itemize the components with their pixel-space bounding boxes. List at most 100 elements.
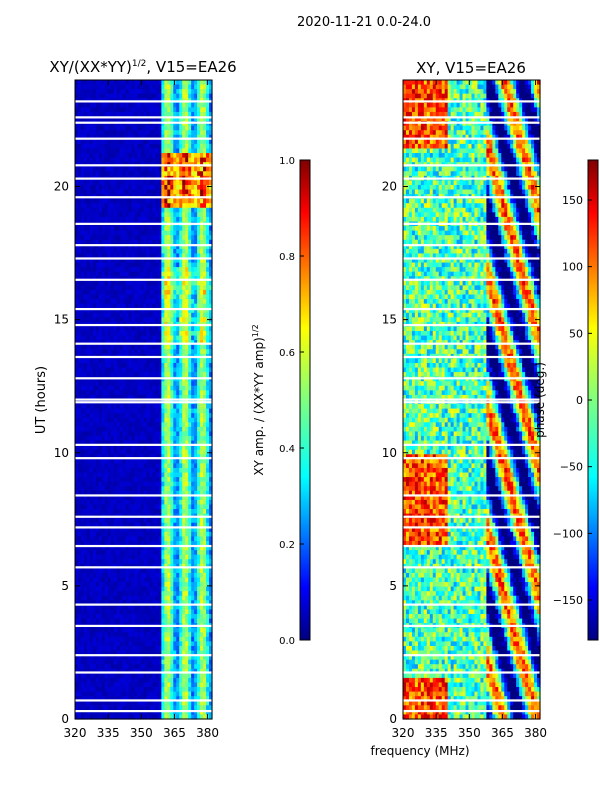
amplitude-heatmap-cell	[77, 102, 82, 108]
amplitude-heatmap-cell	[182, 253, 186, 259]
amplitude-heatmap-cell	[80, 102, 85, 108]
amplitude-heatmap-cell	[182, 80, 186, 86]
amplitude-heatmap-cell	[119, 248, 124, 255]
amplitude-heatmap-cell	[146, 203, 151, 209]
amplitude-heatmap-cell	[155, 280, 159, 286]
amplitude-heatmap-cell	[146, 166, 151, 172]
amplitude-heatmap-cell	[140, 84, 145, 90]
amplitude-heatmap-cell	[179, 125, 183, 131]
amplitude-heatmap-cell	[176, 230, 180, 236]
amplitude-heatmap-cell	[98, 239, 103, 245]
amplitude-heatmap-cell	[95, 130, 100, 136]
amplitude-heatmap-cell	[194, 130, 198, 136]
amplitude-heatmap-cell	[152, 271, 157, 277]
amplitude-heatmap-cell	[83, 80, 88, 86]
amplitude-heatmap-cell	[200, 267, 204, 273]
amplitude-heatmap-cell	[131, 80, 136, 86]
amplitude-heatmap-cell	[167, 93, 171, 99]
amplitude-heatmap-cell	[194, 153, 198, 159]
amplitude-heatmap-cell	[194, 198, 198, 204]
amplitude-heatmap-cell	[92, 244, 97, 250]
amplitude-heatmap-cell	[164, 84, 168, 90]
amplitude-heatmap-cell	[92, 203, 97, 209]
amplitude-heatmap-cell	[164, 203, 168, 209]
amplitude-heatmap-cell	[155, 139, 159, 145]
amplitude-heatmap-cell	[137, 267, 142, 273]
amplitude-heatmap-cell	[80, 207, 85, 213]
amplitude-heatmap-cell	[155, 189, 159, 195]
amplitude-heatmap-cell	[176, 157, 180, 163]
amplitude-heatmap-cell	[191, 130, 195, 136]
amplitude-heatmap-cell	[179, 271, 183, 277]
amplitude-heatmap-cell	[143, 198, 148, 204]
amplitude-heatmap-cell	[75, 198, 79, 204]
amplitude-heatmap-cell	[110, 180, 115, 186]
amplitude-heatmap-cell	[140, 89, 145, 95]
amplitude-heatmap-cell	[179, 226, 183, 232]
amplitude-heatmap-cell	[164, 198, 168, 204]
amplitude-heatmap-cell	[191, 148, 195, 154]
amplitude-heatmap-cell	[191, 226, 195, 232]
amplitude-heatmap-cell	[185, 235, 189, 241]
amplitude-heatmap-cell	[98, 107, 103, 113]
amplitude-heatmap-cell	[179, 116, 183, 122]
amplitude-heatmap-cell	[77, 235, 82, 241]
amplitude-heatmap-cell	[194, 171, 198, 177]
amplitude-heatmap-cell	[77, 212, 82, 218]
amplitude-heatmap-cell	[149, 116, 154, 122]
amplitude-heatmap-cell	[89, 207, 94, 213]
amplitude-heatmap-cell	[140, 134, 145, 140]
amplitude-heatmap-cell	[149, 93, 154, 99]
amplitude-heatmap-cell	[209, 148, 213, 154]
amplitude-heatmap-cell	[137, 198, 142, 204]
amplitude-heatmap-cell	[182, 89, 186, 95]
amplitude-heatmap-cell	[176, 134, 180, 140]
amplitude-heatmap-cell	[146, 198, 151, 204]
amplitude-heatmap-cell	[101, 244, 106, 250]
amplitude-heatmap-cell	[182, 102, 186, 108]
amplitude-heatmap-cell	[185, 171, 189, 177]
amplitude-heatmap-cell	[182, 212, 186, 218]
amplitude-heatmap-cell	[92, 198, 97, 204]
amplitude-heatmap-cell	[122, 84, 127, 90]
amplitude-heatmap-cell	[158, 102, 162, 108]
amplitude-heatmap-cell	[134, 253, 139, 259]
amplitude-heatmap-cell	[125, 80, 130, 86]
amplitude-heatmap-cell	[107, 80, 112, 86]
amplitude-heatmap-cell	[80, 143, 85, 150]
amplitude-heatmap-cell	[191, 244, 195, 250]
amplitude-heatmap-cell	[104, 93, 109, 99]
amplitude-heatmap-cell	[152, 143, 157, 150]
amplitude-heatmap-cell	[92, 184, 97, 191]
amplitude-heatmap-cell	[182, 262, 186, 268]
amplitude-heatmap-cell	[209, 139, 213, 145]
amplitude-heatmap-cell	[176, 153, 180, 159]
amplitude-heatmap-cell	[149, 184, 154, 191]
amplitude-heatmap-cell	[107, 271, 112, 277]
amplitude-heatmap-cell	[197, 102, 201, 108]
amplitude-heatmap-cell	[86, 244, 91, 250]
amplitude-heatmap-cell	[140, 139, 145, 145]
amplitude-heatmap-cell	[158, 271, 162, 277]
amplitude-heatmap-cell	[149, 134, 154, 140]
amplitude-heatmap-cell	[80, 271, 85, 277]
amplitude-heatmap-cell	[92, 143, 97, 150]
amplitude-heatmap-cell	[110, 84, 115, 90]
amplitude-heatmap-cell	[143, 171, 148, 177]
amplitude-heatmap-cell	[119, 139, 124, 145]
amplitude-heatmap-cell	[75, 111, 79, 118]
amplitude-heatmap-cell	[110, 139, 115, 145]
amplitude-heatmap-cell	[146, 130, 151, 136]
amplitude-heatmap-cell	[191, 184, 195, 191]
amplitude-heatmap-cell	[116, 89, 121, 95]
amplitude-heatmap-cell	[98, 89, 103, 95]
amplitude-heatmap-cell	[101, 107, 106, 113]
amplitude-heatmap-cell	[152, 148, 157, 154]
amplitude-heatmap-cell	[146, 134, 151, 140]
amplitude-heatmap-cell	[149, 207, 154, 213]
amplitude-heatmap-cell	[203, 239, 207, 245]
amplitude-heatmap-cell	[140, 125, 145, 131]
amplitude-heatmap-cell	[161, 226, 165, 232]
amplitude-heatmap-cell	[92, 248, 97, 255]
amplitude-heatmap-cell	[98, 102, 103, 108]
